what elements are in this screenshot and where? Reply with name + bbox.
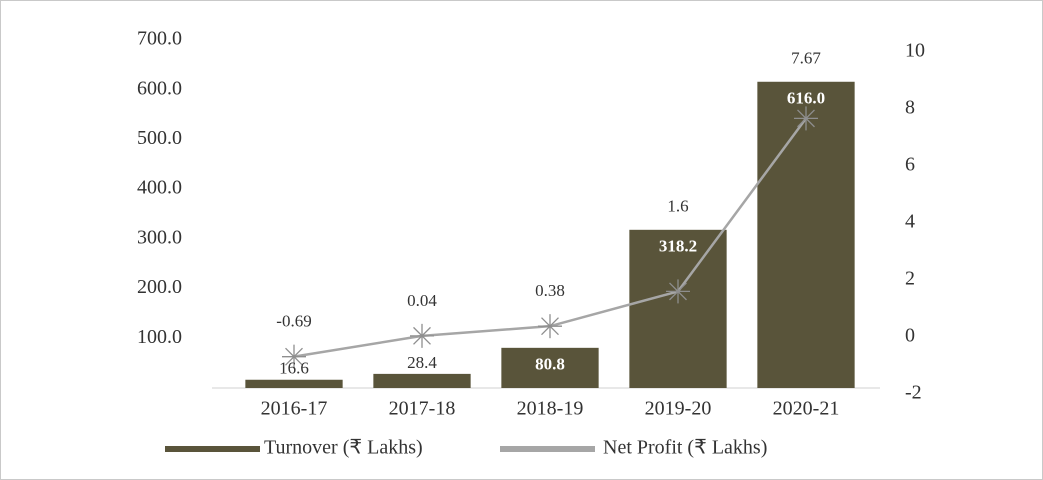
y2-tick-label: 8 [905, 97, 915, 119]
marker-stroke [413, 326, 431, 345]
bar [373, 373, 471, 388]
legend-label: Net Profit (₹ Lakhs) [603, 437, 767, 459]
marker-stroke [797, 109, 815, 128]
bar [757, 81, 855, 388]
y-tick-label: 300.0 [137, 226, 182, 248]
y2-tick-label: 6 [905, 154, 915, 176]
marker [538, 314, 562, 339]
marker [282, 344, 306, 369]
legend-label: Turnover (₹ Lakhs) [264, 437, 423, 459]
marker [410, 323, 434, 348]
marker-stroke [541, 317, 559, 336]
bar-value-label: 616.0 [787, 89, 825, 108]
marker [666, 279, 690, 304]
y2-tick-label: 4 [905, 211, 915, 233]
bar [245, 379, 343, 388]
line-value-label: 7.67 [791, 49, 821, 68]
line-value-label: 0.38 [535, 281, 565, 300]
y2-tick-label: 0 [905, 325, 915, 347]
y-tick-label: 200.0 [137, 276, 182, 298]
bar-value-label: 16.6 [279, 359, 309, 378]
x-tick-label: 2016-17 [261, 398, 328, 420]
y2-tick-label: 2 [905, 268, 915, 290]
y-tick-label: 400.0 [137, 177, 182, 199]
y-tick-label: 700.0 [137, 28, 182, 50]
marker-stroke [669, 282, 687, 301]
y-tick-label: 500.0 [137, 127, 182, 149]
line-value-label: 0.04 [407, 291, 437, 310]
legend-swatch [165, 446, 260, 452]
x-tick-label: 2020-21 [773, 398, 840, 420]
y2-tick-label: -2 [905, 382, 922, 404]
bar-value-label: 28.4 [407, 353, 437, 372]
bar-value-label: 318.2 [659, 237, 697, 256]
bar [501, 347, 599, 388]
y-tick-label: 600.0 [137, 77, 182, 99]
marker-stroke [285, 347, 303, 366]
bar [629, 229, 727, 388]
y2-tick-label: 10 [905, 40, 925, 62]
x-tick-label: 2017-18 [389, 398, 456, 420]
x-tick-label: 2019-20 [645, 398, 712, 420]
line-value-label: 1.6 [667, 197, 688, 216]
y-tick-label: 100.0 [137, 326, 182, 348]
legend-swatch [500, 446, 595, 452]
marker [794, 106, 818, 131]
x-tick-label: 2018-19 [517, 398, 584, 420]
bar-value-label: 80.8 [535, 355, 565, 374]
line-value-label: -0.69 [276, 312, 311, 331]
